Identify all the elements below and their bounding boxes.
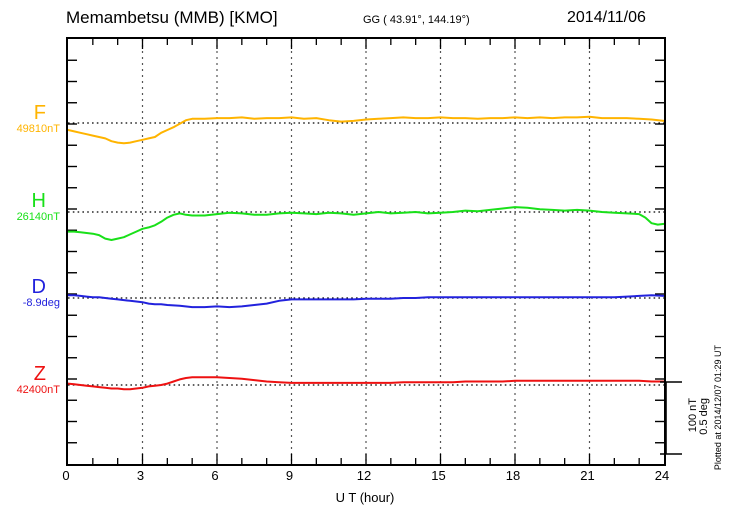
x-tick-18: 18 <box>505 468 521 483</box>
plotted-timestamp: Plotted at 2014/12/07 01:29 UT <box>713 345 723 471</box>
component-label-z: Z 42400nT <box>0 364 60 397</box>
x-tick-0: 0 <box>62 468 70 483</box>
observation-date: 2014/11/06 <box>567 9 646 26</box>
station-title: Memambetsu (MMB) [KMO] <box>66 8 278 27</box>
magnetogram-plot <box>68 39 664 464</box>
x-axis-title: U T (hour) <box>335 490 395 505</box>
component-baseline-d: -8.9deg <box>22 297 60 309</box>
x-tick-9: 9 <box>285 468 294 483</box>
component-letter-h: H <box>31 190 46 212</box>
component-baseline-f: 49810nT <box>16 123 60 135</box>
component-letter-f: F <box>33 102 46 124</box>
component-baseline-z: 42400nT <box>16 384 60 396</box>
component-letter-d: D <box>31 276 46 298</box>
scale-bar <box>660 381 682 455</box>
plot-frame <box>66 37 666 466</box>
x-tick-12: 12 <box>356 468 372 483</box>
component-label-f: F 49810nT <box>0 103 60 136</box>
scale-bar-deg-label: 0.5 deg <box>698 398 710 435</box>
component-baseline-h: 26140nT <box>16 211 60 223</box>
x-tick-21: 21 <box>580 468 595 483</box>
x-tick-3: 3 <box>136 468 145 483</box>
component-letter-z: Z <box>33 363 46 385</box>
x-tick-6: 6 <box>211 468 219 483</box>
x-tick-24: 24 <box>654 468 670 483</box>
component-label-d: D -8.9deg <box>0 277 60 310</box>
geographic-coordinates: GG ( 43.91°, 144.19°) <box>363 14 470 26</box>
x-tick-15: 15 <box>431 468 446 483</box>
component-label-h: H 26140nT <box>0 191 60 224</box>
